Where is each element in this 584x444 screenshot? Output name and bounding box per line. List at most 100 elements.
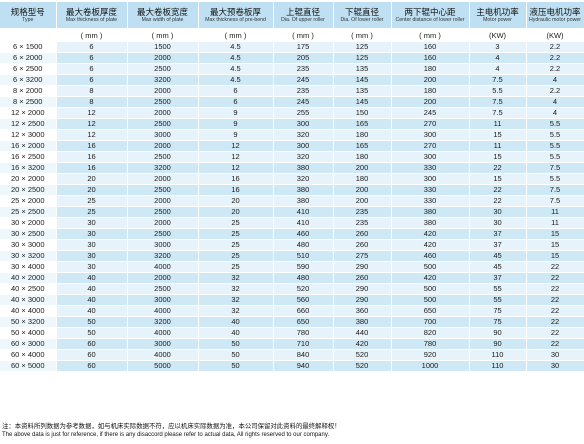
table-cell: 22: [526, 338, 584, 350]
table-cell: 300: [391, 129, 470, 141]
unit-cell: [0, 28, 57, 42]
table-row: 50 × 3200 50 3200 40 650 380 700 75 22: [0, 316, 584, 328]
table-row: 20 × 2500 20 2500 16 380 200 330 22 7.5: [0, 184, 584, 196]
table-cell: 40: [56, 305, 128, 317]
header-upper-roller-zh: 上辊直径: [285, 6, 320, 17]
table-cell: 380: [273, 184, 334, 196]
table-cell: 650: [273, 316, 334, 328]
table-cell: 30: [56, 250, 128, 262]
table-cell: 90: [469, 338, 527, 350]
table-row: 6 × 1500 6 1500 4.5 175 125 160 3 2.2: [0, 41, 584, 53]
table-cell: 7.5: [469, 96, 527, 108]
table-cell: 15: [526, 239, 584, 251]
type-cell: 12 × 2500: [0, 118, 57, 130]
table-cell: 40: [56, 294, 128, 306]
table-cell: 245: [273, 74, 334, 86]
table-cell: 22: [526, 327, 584, 339]
table-cell: 460: [391, 250, 470, 262]
table-cell: 3200: [127, 162, 199, 174]
table-cell: 2000: [127, 195, 199, 207]
table-cell: 6: [56, 74, 128, 86]
table-cell: 11: [469, 118, 527, 130]
table-cell: 3000: [127, 129, 199, 141]
table-row: 8 × 2000 8 2000 6 235 135 180 5.5 2.2: [0, 85, 584, 97]
header-hydraulic-power-en: Hydraulic motor power: [529, 16, 581, 23]
table-cell: 40: [56, 283, 128, 295]
table-cell: 12: [56, 118, 128, 130]
type-cell: 12 × 2000: [0, 107, 57, 119]
unit-cell: ( mm ): [127, 28, 199, 42]
table-cell: 22: [526, 305, 584, 317]
table-cell: 180: [333, 129, 392, 141]
table-cell: 30: [56, 228, 128, 240]
header-pre-bend-zh: 最大预卷板厚: [209, 6, 261, 17]
table-row: 25 × 2000 25 2000 20 380 200 330 22 7.5: [0, 195, 584, 207]
unit-cell: (KW): [469, 28, 527, 42]
disclaimer-en: The above data is just for reference, if…: [2, 432, 330, 438]
table-row: 16 × 2000 16 2000 12 300 165 270 11 5.5: [0, 140, 584, 152]
header-pre-bend: 最大预卷板厚 Max thickness of pre-bend: [198, 2, 274, 29]
type-cell: 16 × 3200: [0, 162, 57, 174]
table-row: 30 × 2500 30 2500 25 460 260 420 37 15: [0, 228, 584, 240]
type-cell: 6 × 1500: [0, 41, 57, 53]
table-cell: 2500: [127, 63, 199, 75]
table-cell: 6: [56, 63, 128, 75]
table-cell: 2500: [127, 283, 199, 295]
table-cell: 380: [273, 162, 334, 174]
header-max-thickness: 最大卷板厚度 Max thickness of plate: [56, 2, 128, 29]
table-cell: 4: [526, 96, 584, 108]
table-row: 16 × 3200 16 3200 12 380 200 330 22 7.5: [0, 162, 584, 174]
table-cell: 330: [391, 184, 470, 196]
header-motor-power-en: Motor power: [483, 16, 512, 23]
table-cell: 2000: [127, 173, 199, 185]
table-cell: 5.5: [526, 140, 584, 152]
table-cell: 260: [333, 228, 392, 240]
type-cell: 30 × 3000: [0, 239, 57, 251]
table-cell: 37: [469, 228, 527, 240]
table-cell: 2500: [127, 96, 199, 108]
table-row: 8 × 2500 8 2500 6 245 145 200 7.5 4: [0, 96, 584, 108]
table-cell: 32: [198, 283, 274, 295]
table-cell: 30: [469, 217, 527, 229]
table-cell: 30: [469, 206, 527, 218]
table-cell: 9: [198, 129, 274, 141]
table-cell: 145: [333, 96, 392, 108]
table-cell: 4: [469, 52, 527, 64]
table-cell: 4000: [127, 349, 199, 361]
table-cell: 20: [56, 184, 128, 196]
table-cell: 235: [333, 206, 392, 218]
table-cell: 16: [198, 173, 274, 185]
unit-cell: ( mm ): [333, 28, 392, 42]
table-cell: 15: [526, 250, 584, 262]
table-cell: 320: [273, 173, 334, 185]
header-hydraulic-power: 液压电机功率 Hydraulic motor power: [526, 2, 584, 29]
table-cell: 200: [333, 184, 392, 196]
table-cell: 410: [273, 217, 334, 229]
table-cell: 180: [333, 151, 392, 163]
type-cell: 16 × 2000: [0, 140, 57, 152]
table-cell: 4.5: [198, 52, 274, 64]
header-row: 规格型号 Type 最大卷板厚度 Max thickness of plate 最大…: [0, 2, 584, 29]
table-cell: 9: [198, 107, 274, 119]
table-cell: 16: [56, 140, 128, 152]
table-cell: 150: [333, 107, 392, 119]
table-cell: 780: [273, 327, 334, 339]
table-cell: 4: [526, 107, 584, 119]
table-cell: 360: [333, 305, 392, 317]
table-cell: 22: [469, 162, 527, 174]
table-cell: 520: [273, 283, 334, 295]
table-cell: 2000: [127, 52, 199, 64]
type-cell: 30 × 3200: [0, 250, 57, 262]
table-row: 16 × 2500 16 2500 12 320 180 300 15 5.5: [0, 151, 584, 163]
table-cell: 235: [273, 85, 334, 97]
table-cell: 3000: [127, 239, 199, 251]
table-cell: 290: [333, 294, 392, 306]
type-cell: 25 × 2500: [0, 206, 57, 218]
type-cell: 8 × 2500: [0, 96, 57, 108]
table-cell: 200: [333, 195, 392, 207]
table-cell: 500: [391, 294, 470, 306]
table-cell: 380: [333, 316, 392, 328]
table-cell: 12: [56, 129, 128, 141]
table-cell: 300: [391, 151, 470, 163]
table-row: 6 × 2000 6 2000 4.5 205 125 160 4 2.2: [0, 52, 584, 64]
